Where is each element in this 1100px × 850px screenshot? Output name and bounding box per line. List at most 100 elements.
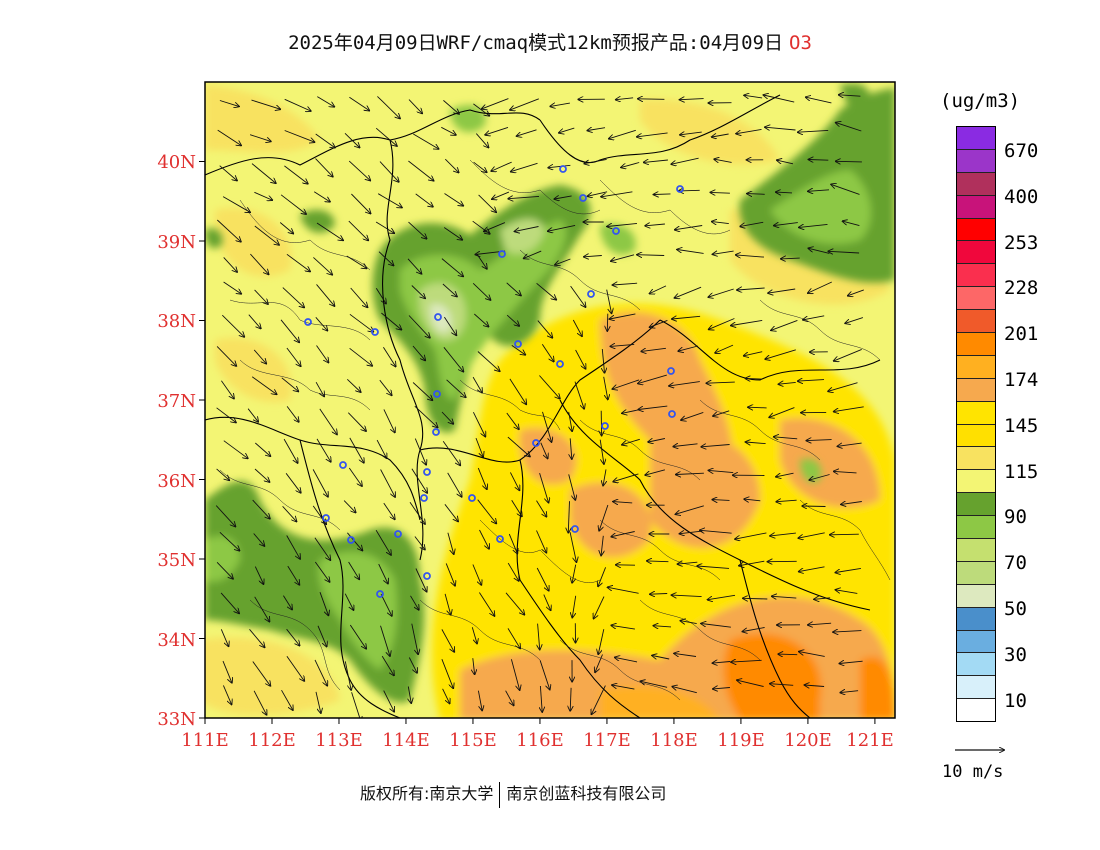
axis-ticks xyxy=(199,161,876,724)
wind-arrow xyxy=(843,221,860,227)
station-marker xyxy=(434,313,442,321)
wind-arrow xyxy=(414,438,426,465)
wind-arrow xyxy=(570,438,572,458)
wind-arrow xyxy=(351,692,361,718)
colorbar-swatch xyxy=(957,539,995,562)
wind-arrow xyxy=(799,652,825,657)
wind-arrow xyxy=(645,224,665,226)
units-label: (ug/m3) xyxy=(940,90,1021,112)
wind-arrow xyxy=(219,100,239,107)
wind-arrow xyxy=(442,283,457,296)
wind-arrow xyxy=(610,313,636,319)
wind-arrow xyxy=(610,344,635,346)
colorbar-label: 90 xyxy=(1004,506,1027,528)
wind-arrow xyxy=(346,255,367,268)
wind-arrow xyxy=(517,129,537,136)
wind-arrow xyxy=(648,439,665,443)
wind-arrow xyxy=(731,319,763,325)
wind-arrow xyxy=(508,533,517,553)
wind-arrow xyxy=(221,380,234,399)
wind-arrow xyxy=(839,661,863,663)
map-title: 2025年04月09日WRF/cmaq模式12km预报产品:04月09日 O3 xyxy=(0,28,1100,55)
station-marker xyxy=(612,227,620,235)
wind-arrow xyxy=(743,627,765,632)
wind-arrow xyxy=(348,467,362,486)
wind-arrow xyxy=(802,506,826,507)
wind-arrow xyxy=(344,593,353,610)
colorbar-swatch xyxy=(957,264,995,288)
wind-arrow xyxy=(283,438,298,463)
wind-arrow xyxy=(744,499,761,501)
wind-arrow xyxy=(673,444,698,447)
colorbar-label: 145 xyxy=(1004,415,1039,437)
wind-arrow xyxy=(411,468,427,493)
wind-arrow xyxy=(713,662,731,664)
wind-arrow xyxy=(747,194,765,195)
wind-arrow xyxy=(349,624,366,649)
wind-arrow xyxy=(248,314,261,329)
lon-tick-label: 113E xyxy=(315,730,363,751)
wind-arrow xyxy=(222,685,231,704)
lon-tick-label: 112E xyxy=(248,730,296,751)
wind-arrow xyxy=(510,659,519,690)
colorbar-label: 30 xyxy=(1004,644,1027,666)
wind-arrow xyxy=(774,437,798,439)
wind-arrow xyxy=(347,412,366,431)
wind-arrow xyxy=(810,474,830,481)
wind-arrow xyxy=(475,437,483,457)
wind-arrow xyxy=(622,438,640,444)
wind-arrow xyxy=(443,347,463,371)
wind-arrow xyxy=(312,469,328,496)
lon-tick-label: 117E xyxy=(583,730,631,751)
wind-arrow xyxy=(739,560,765,566)
wind-arrow xyxy=(645,469,666,475)
wind-arrow xyxy=(441,126,456,135)
wind-arrow xyxy=(568,474,576,499)
wind-arrow xyxy=(840,691,859,693)
wind-arrow xyxy=(380,625,390,656)
station-marker xyxy=(676,185,684,193)
station-marker xyxy=(556,360,564,368)
wind-arrow xyxy=(607,224,637,227)
wind-arrow xyxy=(675,286,702,298)
wind-arrow xyxy=(219,165,237,181)
wind-arrow xyxy=(407,258,421,274)
wind-arrow xyxy=(478,194,496,212)
wind-arrow xyxy=(441,258,463,277)
wind-arrow xyxy=(765,349,796,359)
wind-arrow xyxy=(536,567,549,591)
wind-arrow xyxy=(712,222,729,224)
wind-arrow xyxy=(841,502,862,505)
colorbar-swatch xyxy=(957,447,995,471)
station-marker xyxy=(468,494,476,502)
wind-arrow xyxy=(411,285,425,299)
colorbar-label: 201 xyxy=(1004,323,1039,345)
wind-arrow xyxy=(611,625,635,630)
copyright-left: 版权所有:南京大学 xyxy=(360,784,494,803)
wind-arrow xyxy=(477,499,497,524)
wind-arrow xyxy=(506,314,519,326)
wind-arrow xyxy=(375,288,386,303)
wind-arrow xyxy=(713,251,734,254)
wind-arrow xyxy=(375,221,394,233)
station-marker xyxy=(347,536,355,544)
wind-arrow xyxy=(594,596,605,619)
wind-arrow xyxy=(675,225,703,230)
lon-tick-label: 114E xyxy=(382,730,430,751)
wind-arrow xyxy=(613,473,639,482)
wind-arrow xyxy=(831,184,860,195)
wind-arrow xyxy=(287,565,300,585)
colorbar-swatch xyxy=(957,424,995,448)
wind-arrow xyxy=(411,623,418,654)
wind-arrow xyxy=(348,220,368,240)
wind-arrow xyxy=(509,472,519,490)
wind-arrow xyxy=(769,407,795,418)
wind-arrow xyxy=(492,191,510,199)
wind-arrow xyxy=(539,375,559,399)
wind-arrow xyxy=(252,661,270,686)
longitude-axis: 111E 112E 113E 114E 115E 116E 117E 118E … xyxy=(181,730,894,751)
wind-arrow xyxy=(709,470,734,472)
colorbar-swatch xyxy=(957,149,995,173)
wind-vectors xyxy=(215,95,864,718)
monitoring-stations xyxy=(304,165,684,598)
